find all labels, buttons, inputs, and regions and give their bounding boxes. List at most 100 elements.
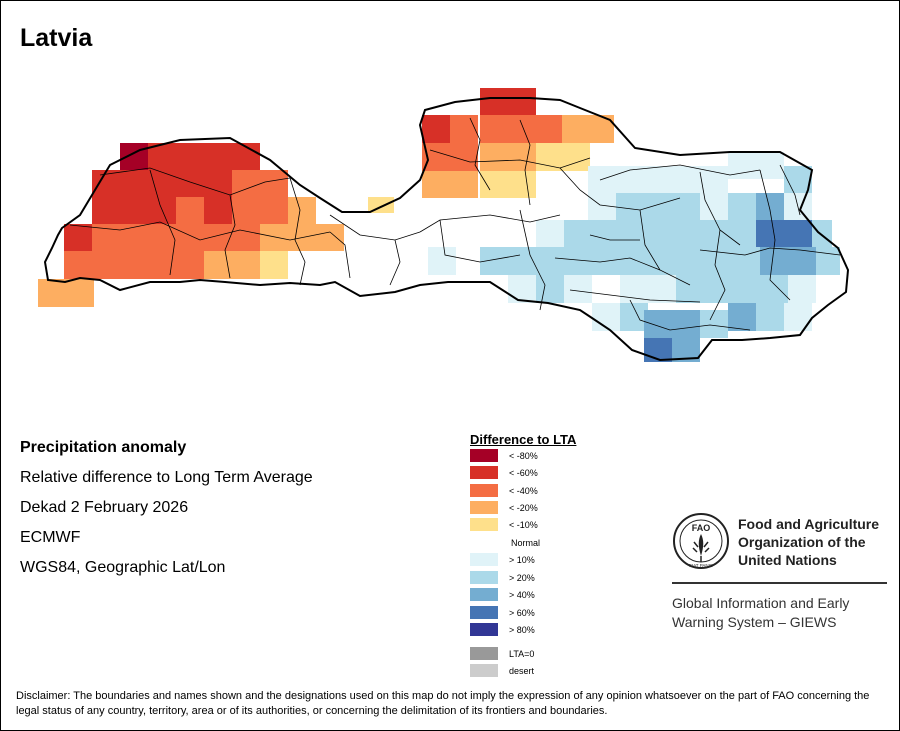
anomaly-cell [176,224,204,251]
anomaly-cell [728,220,756,247]
anomaly-cell [760,275,788,303]
anomaly-cell [788,275,816,303]
anomaly-cell [508,115,536,143]
anomaly-cell [316,224,344,251]
anomaly-cell [232,197,260,224]
anomaly-cell [644,220,672,247]
anomaly-cell [812,220,832,247]
anomaly-cell [620,247,648,275]
district-boundaries [69,117,841,331]
fao-logo-motto: FIAT PANIS [689,563,713,568]
anomaly-cell [176,143,204,170]
anomaly-cell [728,303,756,331]
disclaimer: Disclaimer: The boundaries and names sho… [16,690,870,717]
anomaly-cell [232,251,260,279]
anomaly-cell [648,247,676,275]
anomaly-cell [92,197,120,224]
anomaly-cell [260,170,288,197]
legend-label: > 80% [509,625,535,635]
precipitation-anomaly-map [38,88,850,362]
anomaly-cell [588,220,616,247]
giews-line2: Warning System – GIEWS [672,614,837,630]
legend-swatch [470,484,498,497]
legend-label: < -40% [509,486,538,496]
legend-swatch [470,664,498,677]
anomaly-cell [204,170,232,197]
anomaly-cell [616,193,644,220]
anomaly-cell [480,171,508,198]
anomaly-cell [616,220,644,247]
anomaly-cell [508,143,536,171]
anomaly-cell [700,310,728,338]
anomaly-cell [676,275,704,303]
legend-swatch [470,553,498,566]
legend-label: > 20% [509,573,535,583]
legend-swatch [470,606,498,619]
legend-swatch [470,501,498,514]
legend-swatch [470,449,498,462]
anomaly-cell [64,251,92,279]
anomaly-cell [760,247,788,275]
anomaly-cell [536,143,564,171]
info-source: ECMWF [20,529,81,546]
map-title: Latvia [20,24,93,52]
anomaly-grid [38,88,840,362]
anomaly-cell [232,224,260,251]
anomaly-cell [508,88,536,116]
anomaly-cell [644,338,672,362]
anomaly-cell [38,279,66,307]
legend-label: Normal [511,538,541,548]
anomaly-cell [288,197,316,224]
anomaly-cell [536,275,564,303]
anomaly-cell [92,251,120,279]
anomaly-cell [148,170,176,197]
anomaly-cell [204,197,232,224]
anomaly-cell [816,247,840,275]
latvia-border [43,97,850,362]
anomaly-cell [562,115,614,143]
anomaly-cell [784,220,812,247]
anomaly-cell [732,275,760,303]
anomaly-cell [120,251,148,279]
anomaly-cell [564,220,592,247]
info-period: Dekad 2 February 2026 [20,499,189,516]
anomaly-cell [704,275,732,303]
anomaly-cell [450,115,478,143]
anomaly-cell [672,193,700,220]
anomaly-cell [700,166,728,193]
legend-swatch [470,518,498,531]
anomaly-cell [508,247,536,275]
anomaly-cell [536,115,564,143]
giews-name: Global Information and Early Warning Sys… [672,594,849,632]
fao-name-line1: Food and Agriculture [738,516,880,532]
anomaly-cell [756,303,784,331]
anomaly-cell [120,224,148,251]
fao-name-line3: United Nations [738,552,837,568]
anomaly-cell [644,166,672,193]
legend-swatch [470,588,498,601]
legend-label: LTA=0 [509,649,535,659]
legend-label: > 10% [509,555,535,565]
anomaly-cell [480,88,508,116]
legend-swatch [470,536,498,549]
legend: Difference to LTA < -80% < -60% < -40% < -2… [470,432,576,677]
legend-swatch [470,647,498,660]
map-info: Precipitation anomaly Relative differenc… [20,437,313,587]
legend-swatch [470,466,498,479]
anomaly-cell [644,310,672,338]
anomaly-cell [616,166,644,193]
info-heading: Precipitation anomaly [20,439,187,456]
anomaly-cell [756,220,784,247]
anomaly-cell [148,224,176,251]
legend-label: desert [509,666,535,676]
anomaly-cell [176,251,204,279]
anomaly-cell [672,220,700,247]
fao-logo: FAO FIAT PANIS [673,513,729,569]
legend-swatch [470,623,498,636]
anomaly-cell [260,251,288,279]
anomaly-cell [756,152,784,179]
anomaly-cell [120,143,148,170]
legend-swatch [470,571,498,584]
legend-label: < -20% [509,503,538,513]
anomaly-cell [428,247,456,275]
